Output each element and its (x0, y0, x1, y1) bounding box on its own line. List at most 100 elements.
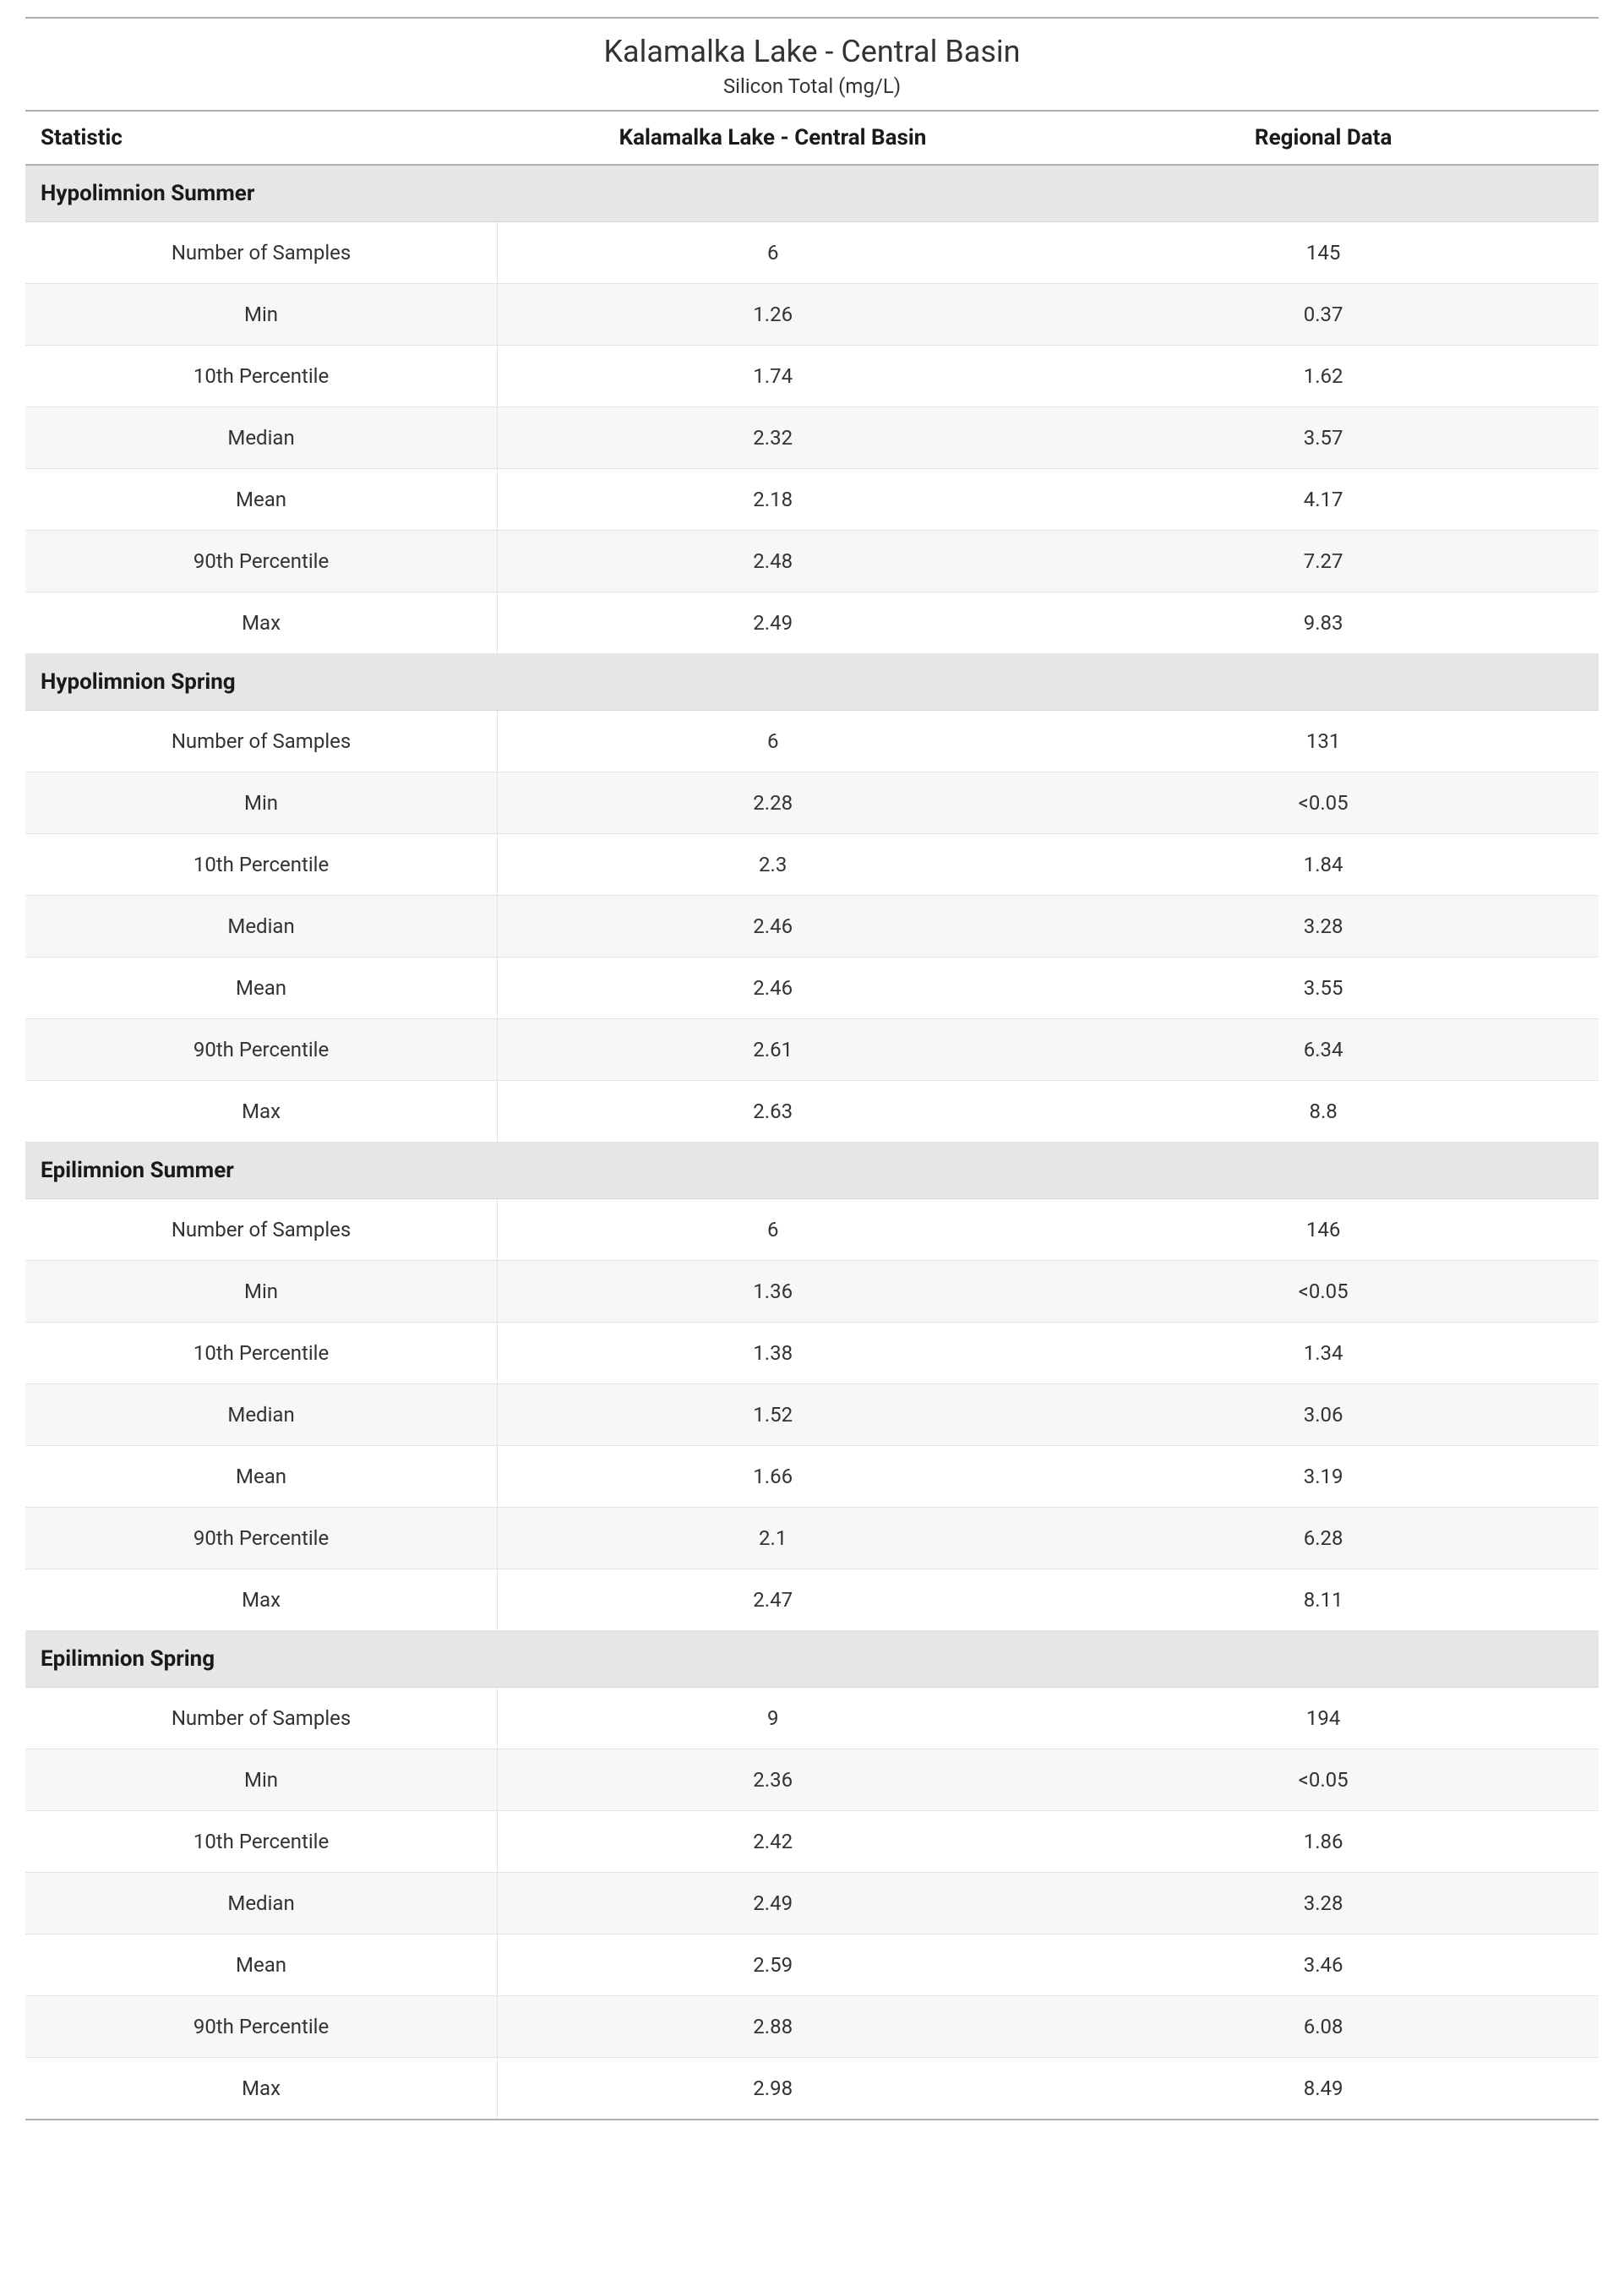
region-value: 8.11 (1048, 1569, 1599, 1631)
site-value: 2.61 (498, 1019, 1049, 1081)
table-row: 90th Percentile2.487.27 (25, 531, 1599, 592)
stat-label: 10th Percentile (25, 1811, 498, 1873)
region-value: 131 (1048, 711, 1599, 772)
stat-label: 90th Percentile (25, 531, 498, 592)
region-value: <0.05 (1048, 772, 1599, 834)
table-row: Mean2.184.17 (25, 469, 1599, 531)
site-value: 2.49 (498, 1873, 1049, 1934)
stat-label: 10th Percentile (25, 834, 498, 896)
section-header-label: Hypolimnion Spring (25, 654, 1599, 711)
col-header-site: Kalamalka Lake - Central Basin (498, 111, 1049, 165)
region-value: 194 (1048, 1688, 1599, 1749)
table-row: Min2.28<0.05 (25, 772, 1599, 834)
region-value: 3.06 (1048, 1384, 1599, 1446)
stat-label: 10th Percentile (25, 1323, 498, 1384)
section-header: Epilimnion Summer (25, 1143, 1599, 1199)
stat-label: Mean (25, 958, 498, 1019)
table-row: 90th Percentile2.16.28 (25, 1508, 1599, 1569)
table-row: 10th Percentile1.381.34 (25, 1323, 1599, 1384)
section-header-label: Epilimnion Spring (25, 1631, 1599, 1688)
stat-label: Median (25, 407, 498, 469)
region-value: 8.8 (1048, 1081, 1599, 1143)
region-value: <0.05 (1048, 1749, 1599, 1811)
table-row: Number of Samples6131 (25, 711, 1599, 772)
region-value: 6.08 (1048, 1996, 1599, 2058)
table-body: Hypolimnion SummerNumber of Samples6145M… (25, 165, 1599, 2120)
site-value: 1.26 (498, 284, 1049, 346)
stat-label: Max (25, 592, 498, 654)
site-value: 2.49 (498, 592, 1049, 654)
stat-label: Min (25, 1261, 498, 1323)
stat-label: Min (25, 772, 498, 834)
site-value: 2.48 (498, 531, 1049, 592)
table-row: Number of Samples9194 (25, 1688, 1599, 1749)
stats-table: Statistic Kalamalka Lake - Central Basin… (25, 110, 1599, 2120)
site-value: 2.59 (498, 1934, 1049, 1996)
table-row: Median2.463.28 (25, 896, 1599, 958)
site-value: 2.88 (498, 1996, 1049, 2058)
report-container: Kalamalka Lake - Central Basin Silicon T… (25, 17, 1599, 2120)
stat-label: 10th Percentile (25, 346, 498, 407)
table-row: Mean2.463.55 (25, 958, 1599, 1019)
stat-label: 90th Percentile (25, 1996, 498, 2058)
section-header: Epilimnion Spring (25, 1631, 1599, 1688)
site-value: 6 (498, 711, 1049, 772)
site-value: 2.47 (498, 1569, 1049, 1631)
table-row: Median2.493.28 (25, 1873, 1599, 1934)
site-value: 6 (498, 222, 1049, 284)
site-value: 2.18 (498, 469, 1049, 531)
stat-label: 90th Percentile (25, 1508, 498, 1569)
site-value: 2.46 (498, 958, 1049, 1019)
site-value: 2.32 (498, 407, 1049, 469)
stat-label: Min (25, 1749, 498, 1811)
table-row: Max2.638.8 (25, 1081, 1599, 1143)
site-value: 6 (498, 1199, 1049, 1261)
table-row: Median2.323.57 (25, 407, 1599, 469)
site-value: 2.3 (498, 834, 1049, 896)
table-row: 90th Percentile2.616.34 (25, 1019, 1599, 1081)
region-value: 3.19 (1048, 1446, 1599, 1508)
col-header-region: Regional Data (1048, 111, 1599, 165)
region-value: 145 (1048, 222, 1599, 284)
region-value: 1.86 (1048, 1811, 1599, 1873)
title-block: Kalamalka Lake - Central Basin Silicon T… (25, 17, 1599, 110)
region-value: 3.57 (1048, 407, 1599, 469)
site-value: 2.36 (498, 1749, 1049, 1811)
stat-label: Mean (25, 469, 498, 531)
site-value: 1.36 (498, 1261, 1049, 1323)
region-value: 1.84 (1048, 834, 1599, 896)
site-value: 1.52 (498, 1384, 1049, 1446)
region-value: <0.05 (1048, 1261, 1599, 1323)
site-value: 9 (498, 1688, 1049, 1749)
region-value: 3.55 (1048, 958, 1599, 1019)
region-value: 4.17 (1048, 469, 1599, 531)
site-value: 1.66 (498, 1446, 1049, 1508)
site-value: 2.1 (498, 1508, 1049, 1569)
section-header: Hypolimnion Summer (25, 165, 1599, 222)
table-row: 10th Percentile2.421.86 (25, 1811, 1599, 1873)
stat-label: Max (25, 1081, 498, 1143)
site-value: 2.46 (498, 896, 1049, 958)
site-value: 2.42 (498, 1811, 1049, 1873)
stat-label: Min (25, 284, 498, 346)
table-row: Max2.478.11 (25, 1569, 1599, 1631)
table-row: Max2.988.49 (25, 2058, 1599, 2120)
site-value: 2.28 (498, 772, 1049, 834)
page-subtitle: Silicon Total (mg/L) (25, 74, 1599, 98)
site-value: 1.38 (498, 1323, 1049, 1384)
stat-label: Mean (25, 1934, 498, 1996)
page-title: Kalamalka Lake - Central Basin (25, 34, 1599, 69)
site-value: 2.63 (498, 1081, 1049, 1143)
region-value: 8.49 (1048, 2058, 1599, 2120)
stat-label: Max (25, 2058, 498, 2120)
region-value: 0.37 (1048, 284, 1599, 346)
region-value: 6.34 (1048, 1019, 1599, 1081)
stat-label: Number of Samples (25, 1688, 498, 1749)
region-value: 6.28 (1048, 1508, 1599, 1569)
stat-label: Mean (25, 1446, 498, 1508)
stat-label: 90th Percentile (25, 1019, 498, 1081)
region-value: 1.62 (1048, 346, 1599, 407)
region-value: 3.46 (1048, 1934, 1599, 1996)
stat-label: Median (25, 1384, 498, 1446)
table-row: Max2.499.83 (25, 592, 1599, 654)
